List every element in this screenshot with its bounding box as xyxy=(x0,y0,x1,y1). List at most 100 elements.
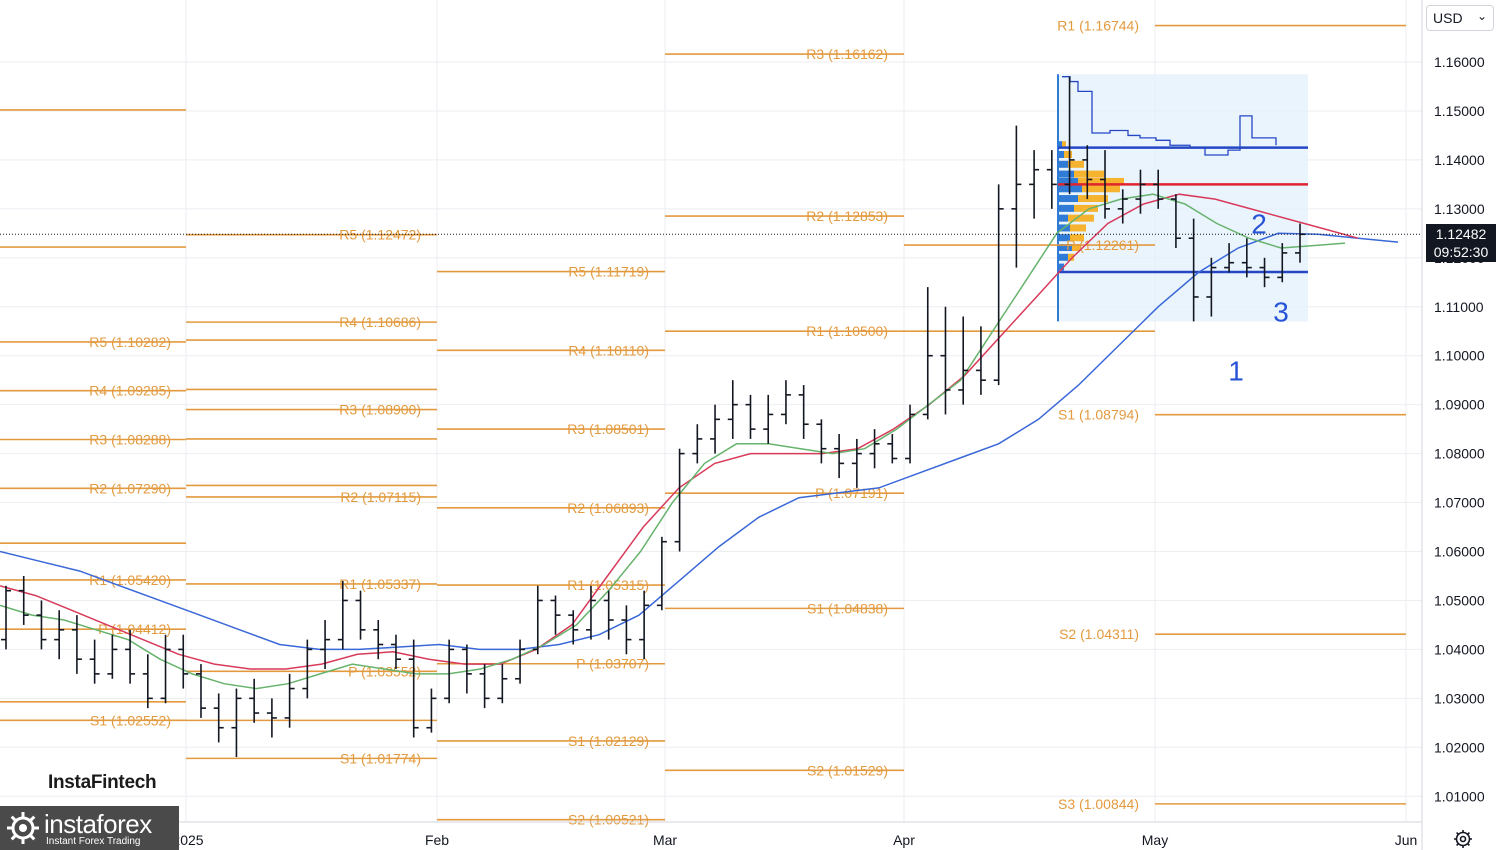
gear-icon[interactable] xyxy=(1452,828,1474,850)
ohlc-bar xyxy=(142,654,153,709)
ohlc-bar xyxy=(550,595,561,635)
bar-countdown: 09:52:30 xyxy=(1433,244,1489,260)
ohlc-bar xyxy=(1046,150,1057,209)
ma-green-line xyxy=(0,193,1346,690)
pivot-label: S1 (1.01774) xyxy=(340,750,421,766)
ohlc-bar xyxy=(71,615,82,674)
profile-bar xyxy=(1078,195,1108,203)
profile-bar xyxy=(1058,204,1074,212)
ohlc-bar xyxy=(1,585,11,650)
ohlc-bar xyxy=(816,419,827,464)
logo-gear-icon xyxy=(7,812,39,844)
pivot-label: S1 (1.02552) xyxy=(90,712,171,728)
profile-bar xyxy=(1074,204,1098,212)
pivot-label: S1 (1.04838) xyxy=(807,600,888,616)
ohlc-bar xyxy=(1135,169,1146,214)
ohlc-bar xyxy=(125,629,136,684)
pivot-label: S1 (1.08794) xyxy=(1058,407,1139,423)
ohlc-bar xyxy=(178,634,189,689)
ohlc-bar xyxy=(674,448,685,552)
ohlc-bar xyxy=(1064,76,1075,195)
ohlc-bar xyxy=(887,434,898,464)
currency-selector[interactable]: USD ⌄ xyxy=(1426,5,1494,31)
ohlc-bar xyxy=(1117,189,1128,224)
brand-logo: instaforex Instant Forex Trading xyxy=(0,806,179,850)
ohlc-bar xyxy=(54,610,65,660)
profile-bar xyxy=(1078,177,1124,185)
ohlc-bar xyxy=(1153,169,1164,209)
profile-bar xyxy=(1074,170,1104,178)
pivot-label: P (1.12261) xyxy=(1066,237,1139,253)
ohlc-bar xyxy=(408,639,419,738)
pivot-label: R1 (1.05420) xyxy=(89,572,171,588)
profile-bar xyxy=(1058,160,1068,168)
profile-bar xyxy=(1070,234,1084,242)
ohlc-bar xyxy=(1082,145,1093,200)
ohlc-bar xyxy=(320,620,331,669)
ohlc-bar xyxy=(426,688,437,733)
price-tick-label: 1.14000 xyxy=(1434,152,1485,168)
pivot-label: R4 (1.10686) xyxy=(339,314,421,330)
price-bars xyxy=(1,76,1305,758)
ohlc-bar xyxy=(656,536,667,611)
ohlc-bar xyxy=(940,306,951,415)
pivot-label: R3 (1.08900) xyxy=(339,402,421,418)
price-tick-label: 1.03000 xyxy=(1434,690,1485,706)
profile-bar xyxy=(1058,141,1062,149)
ohlc-bar xyxy=(249,678,260,723)
pivot-label: R2 (1.06893) xyxy=(567,500,649,516)
ohlc-bar xyxy=(1100,150,1111,219)
ohlc-bar xyxy=(1206,257,1217,317)
ohlc-bar xyxy=(195,664,206,718)
profile-bar xyxy=(1058,195,1078,203)
time-tick-label: Apr xyxy=(893,832,915,848)
ohlc-bar xyxy=(532,585,543,655)
pivot-label: R4 (1.09285) xyxy=(89,383,171,399)
pivot-label: R3 (1.08288) xyxy=(89,432,171,448)
price-tick-label: 1.16000 xyxy=(1434,54,1485,70)
price-tick-label: 1.07000 xyxy=(1434,495,1485,511)
profile-bar xyxy=(1068,214,1094,222)
ohlc-bar xyxy=(958,316,969,405)
ohlc-bar xyxy=(284,673,295,728)
profile-bar xyxy=(1058,214,1068,222)
ohlc-bar xyxy=(763,394,774,444)
ohlc-bar xyxy=(798,385,809,439)
pivot-label: R3 (1.16162) xyxy=(806,46,888,62)
pivot-label: R2 (1.07115) xyxy=(340,489,421,505)
pivot-label: R1 (1.10500) xyxy=(806,323,888,339)
pivot-label: R5 (1.11719) xyxy=(568,264,649,280)
pivot-label: R4 (1.10110) xyxy=(568,342,649,358)
pivot-label: R2 (1.07290) xyxy=(89,480,171,496)
ohlc-bar xyxy=(1188,218,1199,322)
ohlc-bar xyxy=(975,326,986,395)
price-tick-label: 1.05000 xyxy=(1434,592,1485,608)
pivot-label: R1 (1.16744) xyxy=(1057,18,1139,34)
profile-bar xyxy=(1058,244,1072,252)
price-tick-label: 1.13000 xyxy=(1434,201,1485,217)
ohlc-bar xyxy=(585,585,596,640)
ohlc-bar xyxy=(1170,194,1181,249)
ohlc-bar xyxy=(993,184,1004,386)
ohlc-bar xyxy=(390,634,401,669)
pivot-label: P (1.03707) xyxy=(576,656,649,672)
ohlc-bar xyxy=(710,404,721,454)
ohlc-bar xyxy=(18,575,29,625)
watermark-text: InstaFintech xyxy=(48,772,157,793)
ohlc-bar xyxy=(461,644,472,694)
ohlc-bar xyxy=(302,639,313,699)
ohlc-bar xyxy=(727,380,738,439)
profile-bar xyxy=(1062,141,1066,149)
ohlc-bar xyxy=(36,600,47,650)
ohlc-bar xyxy=(107,634,118,679)
time-tick-label: Mar xyxy=(653,832,677,848)
pivot-label: S2 (1.01529) xyxy=(807,762,888,778)
ohlc-bar xyxy=(745,394,756,439)
price-tick-label: 1.15000 xyxy=(1434,103,1485,119)
ohlc-bar xyxy=(1029,150,1040,219)
ohlc-bar xyxy=(355,590,366,640)
price-tick-label: 1.04000 xyxy=(1434,641,1485,657)
ohlc-bar xyxy=(568,610,579,645)
wave-label: 2 xyxy=(1251,209,1267,240)
